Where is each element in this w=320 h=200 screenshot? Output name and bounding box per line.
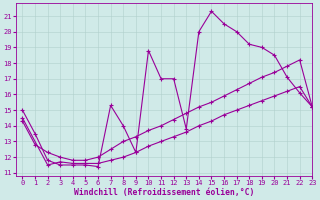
X-axis label: Windchill (Refroidissement éolien,°C): Windchill (Refroidissement éolien,°C) (74, 188, 254, 197)
